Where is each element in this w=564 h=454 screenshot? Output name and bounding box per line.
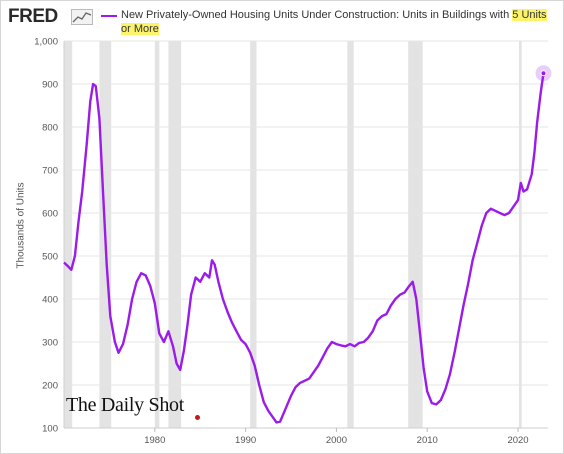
watermark-dot: [195, 415, 200, 420]
chart-title: New Privately-Owned Housing Units Under …: [121, 8, 551, 36]
y-tick-label: 1,000: [34, 37, 58, 48]
watermark-text: The Daily Shot: [66, 394, 185, 416]
x-tick-label: 2010: [417, 435, 438, 446]
series-line: [63, 73, 545, 424]
chart-title-text: New Privately-Owned Housing Units Under …: [121, 9, 513, 21]
y-tick-label: 200: [42, 381, 58, 392]
recession-band: [347, 41, 354, 428]
recession-band: [168, 41, 182, 428]
y-tick-label: 500: [42, 252, 58, 263]
last-point-marker: [540, 70, 547, 77]
recession-band: [518, 41, 522, 428]
recession-band: [250, 41, 257, 428]
fred-logo[interactable]: FRED: [8, 6, 58, 27]
recession-band: [408, 41, 423, 428]
y-tick-label: 800: [42, 123, 58, 134]
y-tick-label: 700: [42, 166, 58, 177]
x-tick-label: 1980: [144, 435, 165, 446]
chart-line-icon: [71, 9, 93, 25]
y-tick-label: 600: [42, 209, 58, 220]
recession-band: [154, 41, 160, 428]
x-tick-label: 2000: [326, 435, 347, 446]
y-tick-label: 400: [42, 295, 58, 306]
chart-header: FRED New Privately-Owned Housing Units U…: [8, 6, 556, 40]
y-tick-label: 100: [42, 424, 58, 435]
recession-band: [64, 41, 73, 428]
x-tick-label: 1990: [235, 435, 256, 446]
y-tick-label: 300: [42, 338, 58, 349]
x-tick-label: 2020: [507, 435, 528, 446]
y-tick-label: 900: [42, 80, 58, 91]
legend-swatch: [101, 15, 117, 17]
